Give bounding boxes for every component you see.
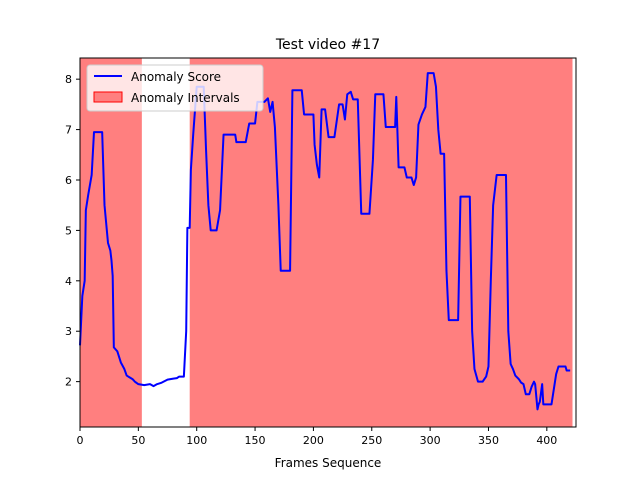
x-axis-ticks: 0 50 100 150 200 250 300 350 400 — [77, 427, 557, 447]
y-axis-ticks: 2 3 4 5 6 7 8 — [65, 73, 80, 389]
axes-frame — [79, 57, 577, 428]
legend: Anomaly Score Anomaly Intervals — [86, 64, 264, 112]
legend-box — [86, 64, 264, 112]
anomaly-interval-2 — [189, 58, 573, 427]
y-tick-label: 6 — [65, 174, 72, 187]
x-tick-label: 150 — [245, 434, 266, 447]
y-tick-label: 3 — [65, 325, 72, 338]
chart-title: Test video #17 — [275, 37, 380, 53]
x-tick-label: 200 — [303, 434, 324, 447]
y-tick-label: 2 — [65, 376, 72, 389]
legend-label-anomaly-score: Anomaly Score — [131, 70, 221, 84]
anomaly-score-line — [79, 72, 571, 411]
x-tick-label: 0 — [77, 434, 84, 447]
x-tick-label: 400 — [536, 434, 557, 447]
y-tick-label: 4 — [65, 275, 72, 288]
y-tick-label: 7 — [65, 124, 72, 137]
x-tick-label: 250 — [361, 434, 382, 447]
x-tick-label: 50 — [131, 434, 145, 447]
x-tick-label: 100 — [186, 434, 207, 447]
y-tick-label: 5 — [65, 224, 72, 237]
anomaly-score-layer — [79, 72, 571, 411]
anomaly-intervals-layer — [80, 58, 573, 427]
y-tick-label: 8 — [65, 73, 72, 86]
x-tick-label: 350 — [478, 434, 499, 447]
x-axis-label: Frames Sequence — [275, 456, 382, 470]
legend-label-anomaly-intervals: Anomaly Intervals — [131, 91, 240, 105]
anomaly-interval-1 — [80, 58, 142, 427]
legend-patch-swatch — [93, 91, 123, 103]
x-tick-label: 300 — [420, 434, 441, 447]
